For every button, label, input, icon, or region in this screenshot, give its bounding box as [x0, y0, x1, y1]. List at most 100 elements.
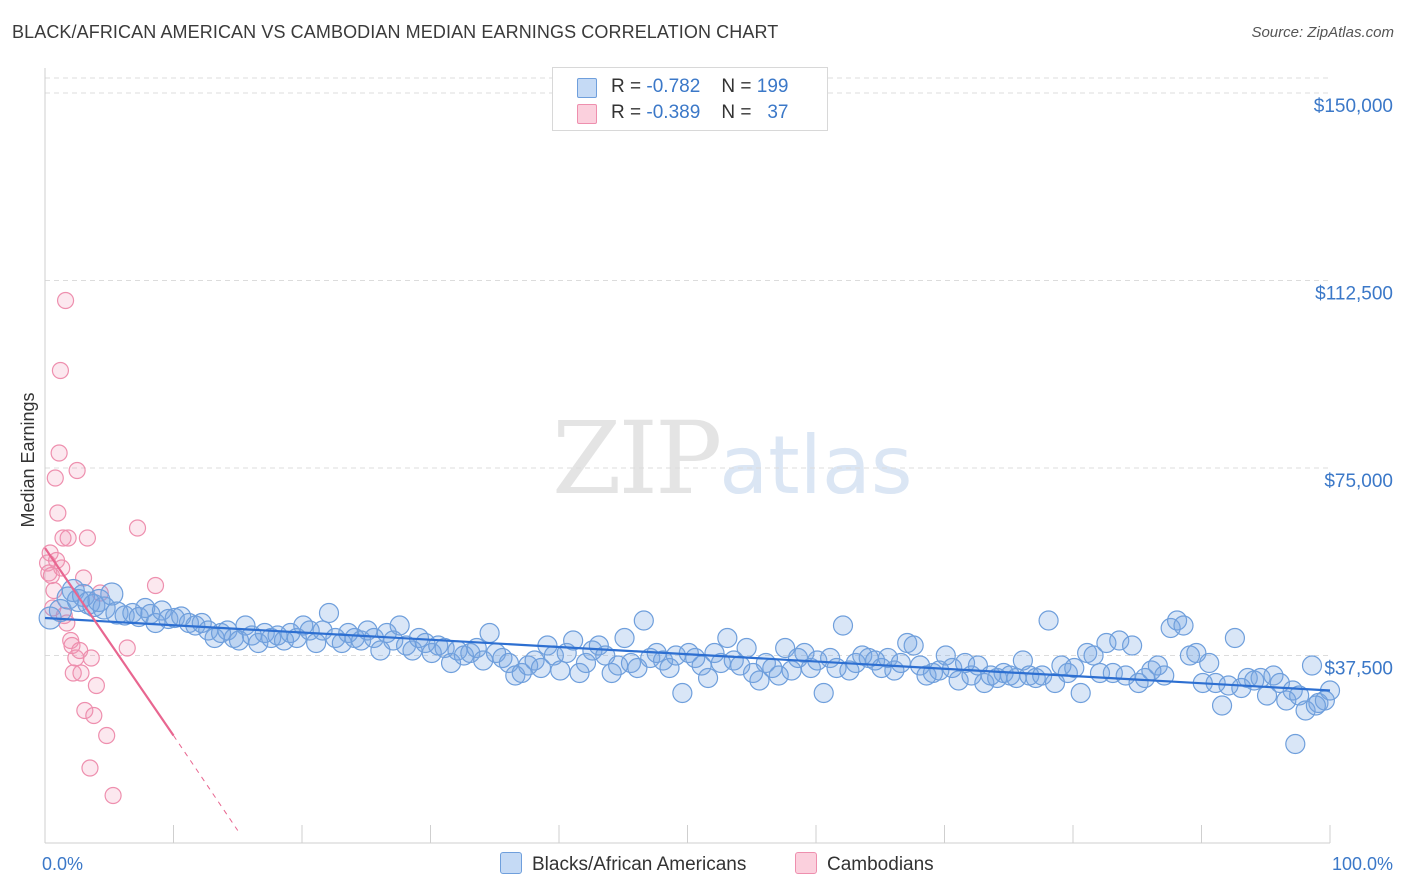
blacks-point	[1122, 635, 1143, 656]
bottom-legend-cambodians: Cambodians	[795, 852, 934, 876]
blacks-trend-line	[44, 616, 1331, 692]
blacks-point	[929, 660, 950, 681]
blacks-point	[312, 620, 333, 641]
label-layer: $37,500 $75,000 $112,500 $150,000 0.0% 100.0%…	[18, 96, 1393, 874]
legend-n-label: N =	[721, 102, 752, 123]
blacks-point	[1305, 695, 1326, 716]
x-tick-label-start: 0.0%	[42, 854, 83, 874]
legend-r-label: R =	[611, 102, 642, 123]
blacks-point	[383, 630, 404, 651]
cambodians-point	[40, 564, 58, 582]
legend-n-value: 37	[767, 102, 789, 123]
blacks-point	[1295, 700, 1316, 721]
blacks-point	[1173, 615, 1194, 636]
chart-source: Source: ZipAtlas.com	[1251, 24, 1394, 41]
cambodians-point	[46, 469, 64, 487]
bottom-legend-swatch-blacks	[500, 852, 522, 874]
y-tick-label: $112,500	[1315, 284, 1393, 305]
y-tick-label: $150,000	[1314, 96, 1393, 117]
blacks-point	[909, 655, 931, 676]
legend-swatch-cambodians	[577, 104, 597, 124]
blacks-point	[1199, 652, 1220, 674]
blacks-point	[434, 637, 455, 659]
blacks-point	[48, 598, 73, 623]
blacks-point	[248, 632, 269, 654]
cambodians-point	[76, 701, 94, 720]
blacks-point	[389, 615, 410, 636]
blacks-point	[633, 610, 654, 631]
cambodians-point	[81, 759, 99, 777]
stats-legend: R = -0.782 N = 199 R = -0.389 N = 37	[552, 67, 828, 131]
blacks-point	[575, 652, 597, 674]
y-tick-label: $37,500	[1324, 659, 1393, 680]
blacks-point	[672, 682, 693, 704]
blacks-point	[1070, 682, 1091, 704]
blacks-point	[440, 652, 462, 674]
blacks-point	[569, 662, 590, 684]
blacks-point	[1064, 657, 1085, 679]
blacks-point	[697, 667, 719, 689]
blacks-point	[318, 602, 340, 624]
cambodians-point	[59, 529, 77, 547]
y-tick-label: $75,000	[1324, 471, 1393, 492]
cambodians-point	[56, 291, 75, 310]
bottom-legend-swatch-cambodians	[795, 852, 817, 874]
cambodians-point	[85, 706, 103, 725]
blacks-point	[659, 657, 680, 679]
blacks-point	[1231, 677, 1252, 699]
blacks-point	[813, 682, 834, 704]
blacks-point	[704, 642, 725, 664]
legend-n-label: N =	[721, 76, 752, 97]
blacks-point	[730, 655, 751, 676]
cambodians-point	[53, 559, 71, 577]
blacks-point	[1083, 645, 1104, 666]
legend-text-blacks: R = -0.782 N = 199	[611, 76, 788, 98]
blacks-point	[871, 657, 892, 679]
cambodians-point	[118, 639, 136, 657]
blacks-point	[1096, 632, 1117, 654]
blacks-point	[1012, 650, 1033, 671]
cambodians-point	[82, 649, 100, 667]
cambodians-point	[72, 664, 90, 682]
blacks-point	[954, 652, 976, 674]
blacks-point	[794, 642, 815, 664]
bottom-legend-label-cambodians: Cambodians	[827, 854, 934, 875]
blacks-point	[749, 670, 770, 691]
cambodians-trend-extension	[173, 735, 239, 831]
cambodians-point	[98, 726, 116, 745]
blacks-point	[890, 652, 911, 674]
legend-text-cambodians: R = -0.389 N = 37	[611, 102, 788, 124]
blacks-point	[550, 660, 571, 681]
blacks-points	[38, 578, 1341, 755]
cambodians-point	[78, 529, 97, 547]
blacks-point	[1211, 695, 1233, 716]
legend-r-value: -0.782	[646, 76, 701, 97]
watermark-atlas: atlas	[719, 419, 913, 512]
cambodians-point	[104, 786, 122, 805]
cambodians-point	[128, 519, 147, 537]
legend-n-value: 199	[756, 76, 789, 97]
blacks-point	[832, 615, 854, 636]
legend-r-value: -0.389	[646, 102, 701, 123]
trend-layer	[44, 547, 1331, 831]
blacks-point	[717, 627, 738, 649]
cambodians-points	[38, 291, 165, 805]
legend-r-label: R =	[611, 76, 642, 97]
blacks-point	[105, 601, 129, 625]
blacks-point	[614, 627, 635, 649]
blacks-point	[563, 630, 584, 651]
legend-swatch-blacks	[577, 78, 597, 98]
cambodians-point	[87, 676, 106, 695]
blacks-point	[877, 647, 899, 669]
blacks-point	[92, 596, 116, 620]
cambodians-point	[54, 529, 72, 547]
blacks-point	[1289, 685, 1310, 706]
blacks-point	[479, 622, 500, 644]
y-axis-label: Median Earnings	[18, 392, 38, 527]
blacks-point	[1109, 630, 1130, 651]
blacks-point	[948, 670, 969, 691]
cambodians-point	[68, 461, 86, 480]
blacks-point	[1276, 690, 1297, 711]
blacks-point	[100, 582, 124, 606]
